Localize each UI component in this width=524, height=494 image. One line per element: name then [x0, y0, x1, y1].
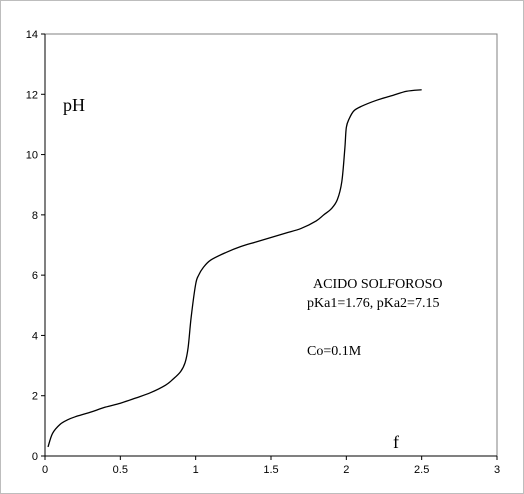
- y-axis-label: pH: [63, 95, 85, 115]
- x-ticks: 0 0.5 1 1.5 2 2.5 3: [42, 456, 500, 476]
- x-tick-label: 2.5: [414, 464, 429, 476]
- y-tick-label: 4: [32, 330, 38, 342]
- y-tick-label: 8: [32, 210, 38, 222]
- x-tick-label: 3: [494, 464, 500, 476]
- x-tick-label: 1: [193, 464, 199, 476]
- series-line: [47, 89, 422, 448]
- y-tick-label: 6: [32, 270, 38, 282]
- annotation-compound: ACIDO SOLFOROSO: [313, 277, 443, 292]
- annotation-pka: pKa1=1.76, pKa2=7.15: [307, 296, 439, 311]
- x-tick-label: 1.5: [263, 464, 278, 476]
- plot-area: [44, 33, 498, 457]
- x-tick-label: 0: [42, 464, 48, 476]
- y-tick-label: 14: [26, 29, 38, 41]
- y-tick-label: 0: [32, 451, 38, 463]
- annotation-concentration: Co=0.1M: [307, 344, 362, 359]
- y-tick-label: 12: [26, 89, 38, 101]
- x-axis-label: f: [393, 432, 399, 452]
- x-tick-label: 0.5: [113, 464, 128, 476]
- x-tick-label: 2: [343, 464, 349, 476]
- y-tick-label: 2: [32, 391, 38, 403]
- y-ticks: 0 2 4 6 8 10 12 14: [26, 29, 45, 463]
- y-tick-label: 10: [26, 150, 38, 162]
